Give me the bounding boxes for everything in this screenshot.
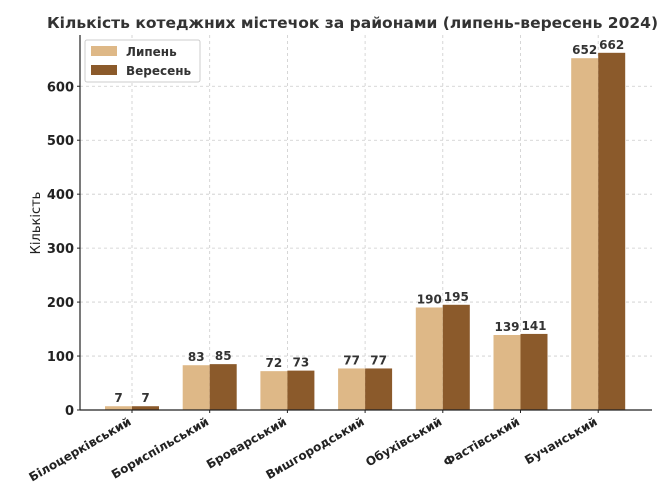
data-label: 73	[293, 356, 310, 370]
data-label: 139	[494, 320, 519, 334]
y-axis-label: Кількість	[29, 192, 44, 255]
bar-july	[260, 371, 288, 410]
y-ticks: 0 100 200 300 400 500 600	[47, 80, 80, 419]
data-label: 72	[266, 356, 283, 370]
x-tick-label: Обухівський	[363, 414, 444, 469]
data-label: 7	[114, 391, 122, 405]
y-tick-label: 100	[47, 350, 74, 365]
legend-swatch-september	[91, 65, 117, 75]
data-label: 141	[521, 319, 546, 333]
data-label: 195	[444, 290, 469, 304]
legend-label-september: Вересень	[126, 64, 192, 78]
bar-september	[598, 52, 626, 410]
data-labels: 7 83 72 77 190 139 652 7 85 73 77 195 141 662	[114, 38, 624, 405]
x-tick-label: Фастівський	[441, 414, 522, 469]
bar-july	[182, 365, 210, 410]
bar-july	[415, 307, 443, 410]
legend: Липень Вересень	[84, 39, 201, 83]
data-label: 662	[599, 38, 624, 52]
data-label: 83	[188, 350, 205, 364]
bar-september	[442, 304, 470, 410]
bar-september	[132, 406, 159, 410]
data-label: 77	[370, 353, 387, 367]
data-label: 77	[343, 353, 360, 367]
bar-july	[338, 368, 366, 410]
y-tick-label: 200	[47, 296, 74, 311]
bar-july	[493, 335, 521, 410]
bar-september	[287, 370, 315, 410]
y-tick-label: 600	[47, 80, 74, 95]
bar-july	[571, 58, 599, 410]
data-label: 652	[572, 43, 597, 57]
legend-swatch-july	[91, 46, 117, 56]
data-label: 85	[215, 349, 232, 363]
data-label: 7	[141, 391, 149, 405]
grid-lines	[80, 35, 652, 411]
chart-title: Кількість котеджних містечок за районами…	[47, 14, 658, 32]
x-tick-label: Бучанський	[522, 414, 599, 467]
bar-september	[365, 368, 393, 410]
bar-september	[520, 333, 548, 410]
bar-july	[105, 406, 132, 410]
y-tick-label: 300	[47, 242, 74, 257]
y-tick-label: 0	[65, 404, 74, 419]
data-label: 190	[417, 292, 442, 306]
bar-september	[209, 364, 237, 410]
axes	[79, 35, 652, 411]
x-ticks: БілоцерківськийБориспільськийБроварський…	[27, 410, 600, 484]
bars	[105, 52, 626, 410]
y-tick-label: 500	[47, 134, 74, 149]
y-tick-label: 400	[47, 188, 74, 203]
legend-label-july: Липень	[126, 45, 177, 59]
